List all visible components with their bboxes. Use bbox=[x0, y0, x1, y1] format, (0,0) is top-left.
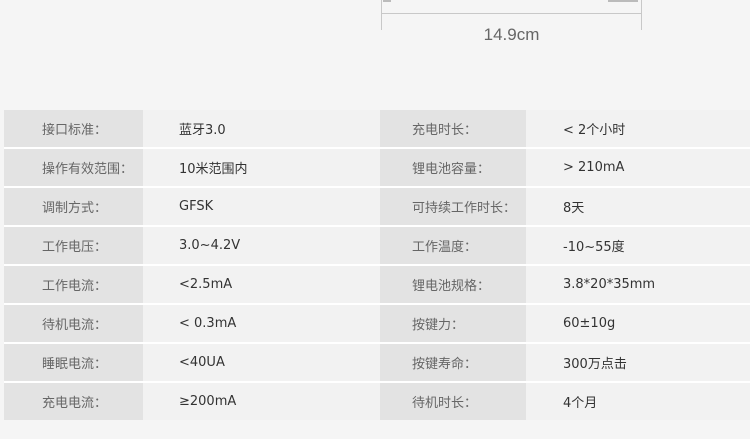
spec-label: 工作电流： bbox=[4, 265, 143, 305]
spec-table: 接口标准： 蓝牙3.0 充电时长： < 2个小时 操作有效范围： 10米范围内 锂电池容量：… bbox=[4, 110, 750, 420]
spec-row: 工作电压： 3.0~4.2V 工作温度： -10~55度 bbox=[4, 226, 750, 266]
spec-label: 充电时长： bbox=[380, 110, 526, 149]
spec-label: 接口标准： bbox=[4, 110, 143, 149]
spec-row: 睡眠电流： <40UA 按键寿命： 300万点击 bbox=[4, 343, 750, 383]
spec-label: 可持续工作时长： bbox=[380, 187, 526, 227]
dimension-label: 14.9cm bbox=[483, 25, 540, 44]
spec-value: 3.0~4.2V bbox=[143, 226, 380, 266]
spec-label: 按键力： bbox=[380, 304, 526, 344]
product-edge-left bbox=[383, 0, 391, 2]
spec-label: 按键寿命： bbox=[380, 343, 526, 383]
spec-row: 充电电流： ≥200mA 待机时长： 4个月 bbox=[4, 382, 750, 420]
spec-row: 操作有效范围： 10米范围内 锂电池容量： > 210mA bbox=[4, 148, 750, 188]
spec-label: 操作有效范围： bbox=[4, 148, 143, 188]
spec-value: 蓝牙3.0 bbox=[143, 110, 380, 149]
spec-value: 8天 bbox=[526, 187, 750, 227]
dimension-left-tick bbox=[381, 0, 382, 30]
dimension-right-tick bbox=[641, 0, 642, 30]
spec-label: 锂电池容量： bbox=[380, 148, 526, 188]
spec-label: 充电电流： bbox=[4, 382, 143, 420]
spec-label: 待机电流： bbox=[4, 304, 143, 344]
spec-label: 工作温度： bbox=[380, 226, 526, 266]
product-edge-right bbox=[608, 0, 638, 2]
spec-value: 60±10g bbox=[526, 304, 750, 344]
spec-row: 工作电流： <2.5mA 锂电池规格： 3.8*20*35mm bbox=[4, 265, 750, 305]
spec-value: <2.5mA bbox=[143, 265, 380, 305]
spec-value: 10米范围内 bbox=[143, 148, 380, 188]
spec-label: 工作电压： bbox=[4, 226, 143, 266]
spec-value: < 0.3mA bbox=[143, 304, 380, 344]
spec-value: GFSK bbox=[143, 187, 380, 227]
spec-value: -10~55度 bbox=[526, 226, 750, 266]
spec-value: 4个月 bbox=[526, 382, 750, 420]
spec-value: < 2个小时 bbox=[526, 110, 750, 149]
spec-value: > 210mA bbox=[526, 148, 750, 188]
spec-label: 锂电池规格： bbox=[380, 265, 526, 305]
spec-label: 睡眠电流： bbox=[4, 343, 143, 383]
spec-label: 待机时长： bbox=[380, 382, 526, 420]
spec-row: 接口标准： 蓝牙3.0 充电时长： < 2个小时 bbox=[4, 110, 750, 149]
spec-label: 调制方式： bbox=[4, 187, 143, 227]
spec-value: 300万点击 bbox=[526, 343, 750, 383]
spec-value: 3.8*20*35mm bbox=[526, 265, 750, 305]
spec-value: ≥200mA bbox=[143, 382, 380, 420]
dimension-line bbox=[381, 0, 642, 32]
spec-value: <40UA bbox=[143, 343, 380, 383]
dimension-horizontal-line bbox=[381, 13, 642, 14]
spec-row: 调制方式： GFSK 可持续工作时长： 8天 bbox=[4, 187, 750, 227]
spec-row: 待机电流： < 0.3mA 按键力： 60±10g bbox=[4, 304, 750, 344]
